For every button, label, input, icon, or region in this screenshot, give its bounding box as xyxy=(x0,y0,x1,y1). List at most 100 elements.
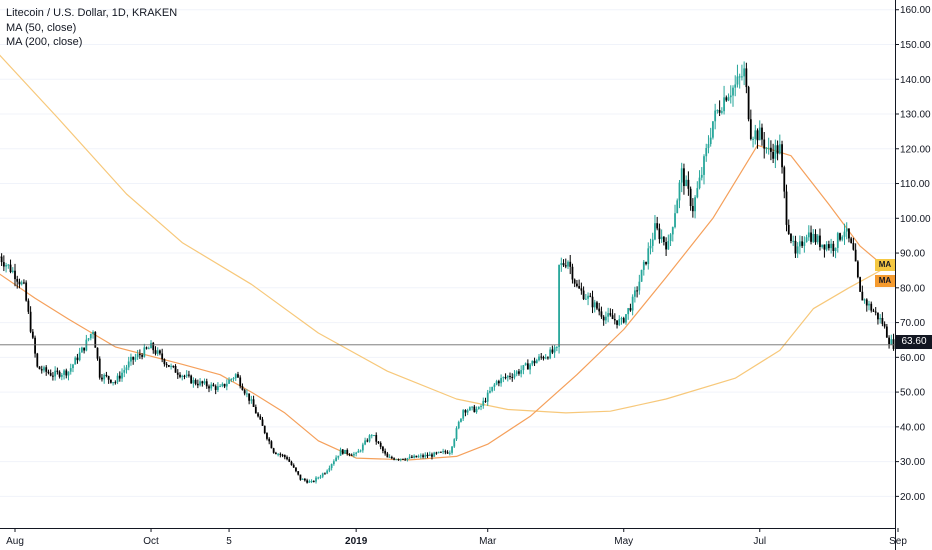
candle xyxy=(107,375,110,384)
candle xyxy=(727,93,730,102)
candle xyxy=(647,242,650,270)
ma-path xyxy=(0,144,888,461)
candle xyxy=(417,454,420,458)
y-tick-label: 140.00 xyxy=(900,75,931,86)
candle xyxy=(856,260,859,279)
x-tick-label: May xyxy=(614,536,633,547)
candle xyxy=(854,243,857,262)
candle xyxy=(734,75,737,97)
candle xyxy=(691,198,694,218)
candle xyxy=(861,285,864,301)
candle xyxy=(774,139,777,169)
candle xyxy=(299,474,302,481)
candle xyxy=(553,344,556,358)
candle xyxy=(170,363,172,370)
candle xyxy=(254,404,257,414)
candle xyxy=(500,374,502,387)
candle xyxy=(163,358,166,367)
candle xyxy=(796,242,799,258)
candle xyxy=(221,382,224,388)
time-scale[interactable]: AugOct52019MarMayJulSepNov xyxy=(6,528,932,547)
candle xyxy=(885,323,888,338)
candle xyxy=(199,378,201,387)
candle xyxy=(526,359,529,370)
candle xyxy=(888,335,890,349)
candle xyxy=(196,379,199,389)
legend-ma50[interactable]: MA (50, close) xyxy=(6,21,77,34)
price-scale[interactable]: 20.00 30.00 40.00 50.00 60.00 70.00 80.00 90.00… xyxy=(895,5,931,503)
candle xyxy=(676,198,679,214)
candle xyxy=(839,232,841,242)
candle xyxy=(794,235,797,258)
candle xyxy=(468,406,471,411)
candle xyxy=(80,346,83,353)
legend-ma200[interactable]: MA (200, close) xyxy=(6,36,83,48)
candle xyxy=(816,234,819,245)
candle xyxy=(324,472,326,475)
candle xyxy=(310,479,313,484)
legend-symbol-title[interactable]: Litecoin / U.S. Dollar, 1D, KRAKEN xyxy=(6,7,178,19)
candle xyxy=(783,165,786,199)
candle xyxy=(631,294,634,316)
candle xyxy=(709,127,712,147)
candle xyxy=(694,195,696,219)
candle xyxy=(544,354,547,360)
candle xyxy=(807,225,810,241)
candle xyxy=(98,356,101,380)
candle xyxy=(190,374,193,384)
candle xyxy=(239,375,242,389)
candle xyxy=(573,278,576,288)
candle xyxy=(874,307,877,316)
candle xyxy=(584,294,587,300)
candle xyxy=(776,140,779,161)
candle xyxy=(743,61,746,86)
candle xyxy=(179,372,181,379)
ma-path xyxy=(0,54,888,414)
candle xyxy=(868,300,870,311)
candle xyxy=(272,447,275,454)
candle xyxy=(649,238,652,255)
candle xyxy=(105,371,108,378)
ma200-line xyxy=(0,54,888,414)
candle xyxy=(482,397,485,409)
candle xyxy=(827,240,830,251)
candle xyxy=(551,345,554,355)
candle xyxy=(533,357,536,366)
candle xyxy=(752,136,754,148)
candle xyxy=(611,309,614,320)
candle xyxy=(607,307,610,323)
candle xyxy=(658,223,661,244)
candle xyxy=(74,356,77,365)
candle xyxy=(92,330,94,339)
candle xyxy=(466,408,469,416)
candle xyxy=(618,315,621,327)
candle xyxy=(714,103,717,130)
candle xyxy=(589,292,592,298)
candle xyxy=(850,236,853,244)
candle xyxy=(103,373,106,384)
y-tick-label: 20.00 xyxy=(900,492,925,503)
candle xyxy=(787,219,790,235)
candle xyxy=(863,298,866,304)
candle xyxy=(154,346,157,356)
candle xyxy=(63,369,65,380)
candle xyxy=(645,261,647,266)
candle xyxy=(578,279,581,289)
y-tick-label: 30.00 xyxy=(900,457,925,468)
candle xyxy=(819,228,821,251)
candle xyxy=(870,301,873,313)
candle xyxy=(725,95,728,102)
candle xyxy=(627,307,630,320)
candle xyxy=(464,409,467,417)
candle xyxy=(587,292,589,306)
candle xyxy=(214,384,217,395)
candle xyxy=(453,438,456,448)
candle xyxy=(604,311,607,324)
candle xyxy=(883,321,886,329)
candle xyxy=(654,215,656,241)
candle xyxy=(513,370,516,380)
candle xyxy=(321,472,324,479)
candle xyxy=(161,348,164,363)
candle xyxy=(127,356,130,371)
